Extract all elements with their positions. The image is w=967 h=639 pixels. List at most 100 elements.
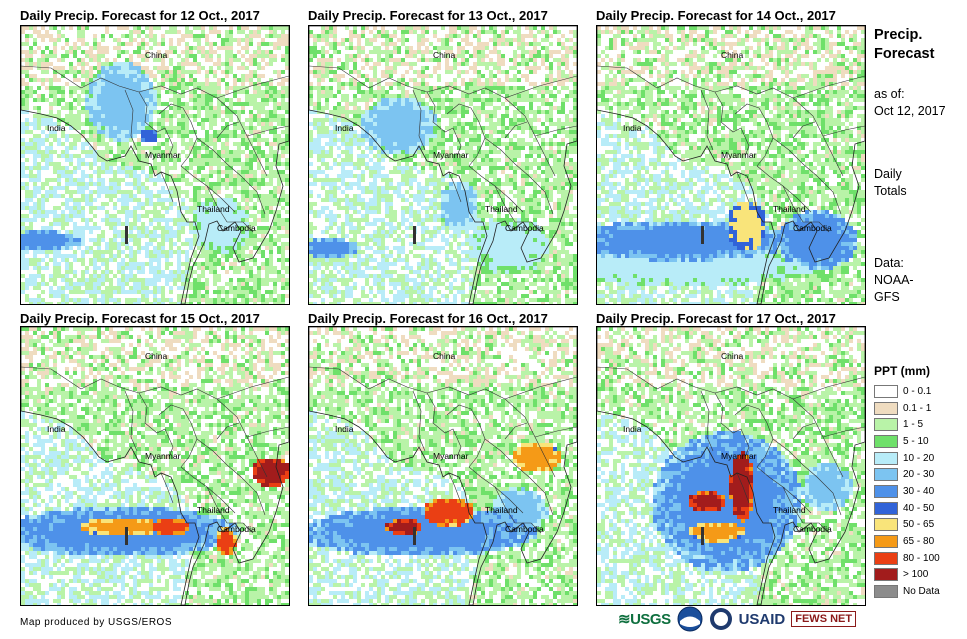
map-panel-3: China India Myanmar Thailand Cambodia xyxy=(596,25,866,305)
map-label-india: India xyxy=(335,424,354,434)
map-label-thailand: Thailand xyxy=(773,204,806,214)
coastline xyxy=(597,327,865,605)
legend-swatch xyxy=(874,468,898,482)
legend-label: 80 - 100 xyxy=(903,553,940,564)
legend-swatch xyxy=(874,551,898,565)
as-of-text: as of: Oct 12, 2017 xyxy=(874,86,946,120)
country-borders xyxy=(309,366,577,534)
usgs-logo: ≋USGS xyxy=(618,610,671,628)
panel-title-3: Daily Precip. Forecast for 14 Oct., 2017 xyxy=(596,8,836,23)
panel-title-6: Daily Precip. Forecast for 17 Oct., 2017 xyxy=(596,311,836,326)
map-label-cambodia: Cambodia xyxy=(505,223,544,233)
legend-swatch xyxy=(874,518,898,532)
usaid-seal xyxy=(709,608,732,630)
precip-grid xyxy=(21,26,289,304)
data-line1: Data: xyxy=(874,255,914,272)
map-label-thailand: Thailand xyxy=(773,505,806,515)
legend-label: 50 - 65 xyxy=(903,519,934,530)
panel-title-4: Daily Precip. Forecast for 15 Oct., 2017 xyxy=(20,311,260,326)
map-label-myanmar: Myanmar xyxy=(721,451,757,461)
precip-map: China India Myanmar Thailand Cambodia xyxy=(21,327,289,605)
logo-strip: ≋USGS USAID FEWS NET xyxy=(618,606,857,632)
precip-map: China India Myanmar Thailand Cambodia xyxy=(309,327,577,605)
map-label-china: China xyxy=(145,351,167,361)
coastline xyxy=(309,327,577,605)
precip-grid xyxy=(309,26,577,304)
legend-swatch xyxy=(874,418,898,432)
map-label-china: China xyxy=(145,50,167,60)
legend-label: No Data xyxy=(903,586,940,597)
map-label-cambodia: Cambodia xyxy=(793,223,832,233)
country-borders xyxy=(21,65,289,233)
legend-swatch xyxy=(874,484,898,498)
coastline xyxy=(21,327,289,605)
side-title: Precip. Forecast xyxy=(874,26,934,64)
map-label-cambodia: Cambodia xyxy=(217,223,256,233)
side-title-line1: Precip. xyxy=(874,26,934,45)
map-panel-2: China India Myanmar Thailand Cambodia xyxy=(308,25,578,305)
map-panel-6: China India Myanmar Thailand Cambodia xyxy=(596,326,866,606)
legend-label: 0 - 0.1 xyxy=(903,386,931,397)
legend-item: No Data xyxy=(874,583,940,600)
fews-net-logo: FEWS NET xyxy=(791,611,857,627)
legend-label: 20 - 30 xyxy=(903,469,934,480)
precip-grid xyxy=(21,327,289,605)
legend-swatch xyxy=(874,568,898,582)
usaid-logo: USAID xyxy=(739,611,786,628)
data-line2: NOAA- xyxy=(874,272,914,289)
legend-item: 10 - 20 xyxy=(874,450,940,467)
legend-title: PPT (mm) xyxy=(874,364,930,378)
map-label-china: China xyxy=(721,351,743,361)
legend-item: 5 - 10 xyxy=(874,433,940,450)
daily-totals-text: Daily Totals xyxy=(874,166,907,200)
legend: 0 - 0.1 0.1 - 1 1 - 5 5 - 10 10 - 20 20 - 30 3… xyxy=(874,383,940,600)
map-label-india: India xyxy=(47,424,66,434)
map-label-myanmar: Myanmar xyxy=(145,150,181,160)
map-label-thailand: Thailand xyxy=(197,204,230,214)
legend-label: 30 - 40 xyxy=(903,486,934,497)
credit-text: Map produced by USGS/EROS xyxy=(20,617,172,628)
legend-swatch xyxy=(874,451,898,465)
legend-swatch xyxy=(874,401,898,415)
map-label-china: China xyxy=(433,50,455,60)
map-label-india: India xyxy=(335,123,354,133)
legend-label: 10 - 20 xyxy=(903,453,934,464)
legend-item: 80 - 100 xyxy=(874,550,940,567)
legend-item: 1 - 5 xyxy=(874,416,940,433)
daily-line2: Totals xyxy=(874,183,907,200)
legend-item: 65 - 80 xyxy=(874,533,940,550)
precip-grid xyxy=(597,327,865,605)
panel-title-2: Daily Precip. Forecast for 13 Oct., 2017 xyxy=(308,8,548,23)
panel-title-1: Daily Precip. Forecast for 12 Oct., 2017 xyxy=(20,8,260,23)
map-label-cambodia: Cambodia xyxy=(793,524,832,534)
country-borders xyxy=(597,366,865,534)
precip-map: China India Myanmar Thailand Cambodia xyxy=(597,26,865,304)
legend-label: 5 - 10 xyxy=(903,436,929,447)
coastline xyxy=(309,26,577,304)
legend-label: 0.1 - 1 xyxy=(903,403,931,414)
as-of-date: Oct 12, 2017 xyxy=(874,103,946,120)
country-borders xyxy=(21,366,289,534)
map-label-thailand: Thailand xyxy=(197,505,230,515)
noaa-logo xyxy=(677,606,703,632)
map-label-india: India xyxy=(47,123,66,133)
map-panel-4: China India Myanmar Thailand Cambodia xyxy=(20,326,290,606)
legend-item: 0.1 - 1 xyxy=(874,400,940,417)
legend-swatch xyxy=(874,585,898,599)
coastline xyxy=(597,26,865,304)
legend-label: 65 - 80 xyxy=(903,536,934,547)
legend-item: 20 - 30 xyxy=(874,466,940,483)
legend-swatch xyxy=(874,434,898,448)
map-label-thailand: Thailand xyxy=(485,204,518,214)
map-label-thailand: Thailand xyxy=(485,505,518,515)
daily-line1: Daily xyxy=(874,166,907,183)
precip-map: China India Myanmar Thailand Cambodia xyxy=(597,327,865,605)
legend-item: > 100 xyxy=(874,567,940,584)
legend-item: 30 - 40 xyxy=(874,483,940,500)
side-title-line2: Forecast xyxy=(874,45,934,64)
map-label-cambodia: Cambodia xyxy=(217,524,256,534)
map-label-india: India xyxy=(623,123,642,133)
legend-label: 40 - 50 xyxy=(903,503,934,514)
precip-grid xyxy=(597,26,865,304)
map-panel-1: China India Myanmar Thailand Cambodia xyxy=(20,25,290,305)
